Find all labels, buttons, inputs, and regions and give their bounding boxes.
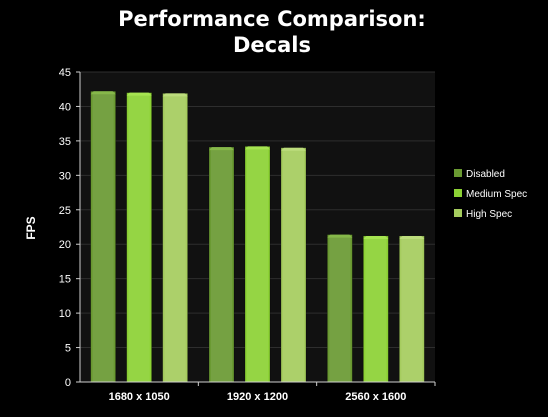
legend-label: High Spec xyxy=(466,209,512,220)
chart-title-line-2: Decals xyxy=(233,33,311,57)
bar-body xyxy=(326,234,353,383)
bar xyxy=(362,235,389,383)
y-tick-label: 30 xyxy=(59,170,71,182)
y-tick-label: 45 xyxy=(59,67,71,79)
bar-highlight xyxy=(365,235,387,382)
bar-top xyxy=(90,91,116,95)
legend-swatch xyxy=(454,189,462,197)
y-tick-label: 0 xyxy=(65,377,71,389)
bar-highlight xyxy=(211,147,232,382)
bar-highlight xyxy=(164,93,186,382)
bar-highlight xyxy=(283,147,304,382)
bar-top xyxy=(363,235,389,239)
bar xyxy=(326,234,353,383)
bar-highlight xyxy=(128,92,150,383)
bar xyxy=(90,90,117,383)
y-tick-label: 5 xyxy=(65,343,71,355)
legend-item: Medium Spec xyxy=(454,189,527,200)
bars xyxy=(90,90,425,383)
y-tick-label: 25 xyxy=(59,205,71,217)
y-tick-label: 40 xyxy=(59,101,71,113)
bar xyxy=(208,146,235,383)
bar-body xyxy=(244,145,271,383)
bar-highlight xyxy=(247,146,268,382)
bar-body xyxy=(162,92,189,383)
bar-top xyxy=(327,234,353,238)
x-category-label: 2560 x 1600 xyxy=(345,391,406,403)
x-category-label: 1680 x 1050 xyxy=(109,391,170,403)
bar-top xyxy=(209,147,234,151)
legend-item: Disabled xyxy=(454,169,505,180)
legend-label: Disabled xyxy=(466,169,505,180)
y-tick-label: 20 xyxy=(59,239,71,251)
y-axis-label: FPS xyxy=(24,216,38,239)
legend-item: High Spec xyxy=(454,209,512,220)
x-category-label: 1920 x 1200 xyxy=(227,391,288,403)
legend-swatch xyxy=(454,209,462,217)
bar xyxy=(398,235,425,383)
chart-title-line-1: Performance Comparison: xyxy=(118,7,426,31)
bar-highlight xyxy=(329,234,351,382)
bar-highlight xyxy=(401,235,423,382)
bar xyxy=(244,145,271,383)
bar-top xyxy=(245,146,270,150)
x-axis-categories: 1680 x 1050 1920 x 1200 2560 x 1600 xyxy=(109,382,436,403)
bar-top xyxy=(126,92,152,96)
bar-body xyxy=(280,147,307,383)
bar-highlight xyxy=(92,91,114,383)
y-tick-label: 35 xyxy=(59,136,71,148)
y-tick-label: 15 xyxy=(59,274,71,286)
bar xyxy=(126,92,153,383)
bar-body xyxy=(126,92,153,383)
bar-top xyxy=(399,235,425,239)
legend-swatch xyxy=(454,169,462,177)
bar-top xyxy=(281,147,306,151)
bar xyxy=(162,92,189,383)
bar-top xyxy=(162,93,188,97)
y-tick-label: 10 xyxy=(59,308,71,320)
legend: Disabled Medium Spec High Spec xyxy=(454,169,527,220)
legend-label: Medium Spec xyxy=(466,189,527,200)
y-axis-ticks: 0 5 10 15 20 25 30 35 40 45 xyxy=(59,67,80,389)
bar xyxy=(280,147,307,383)
